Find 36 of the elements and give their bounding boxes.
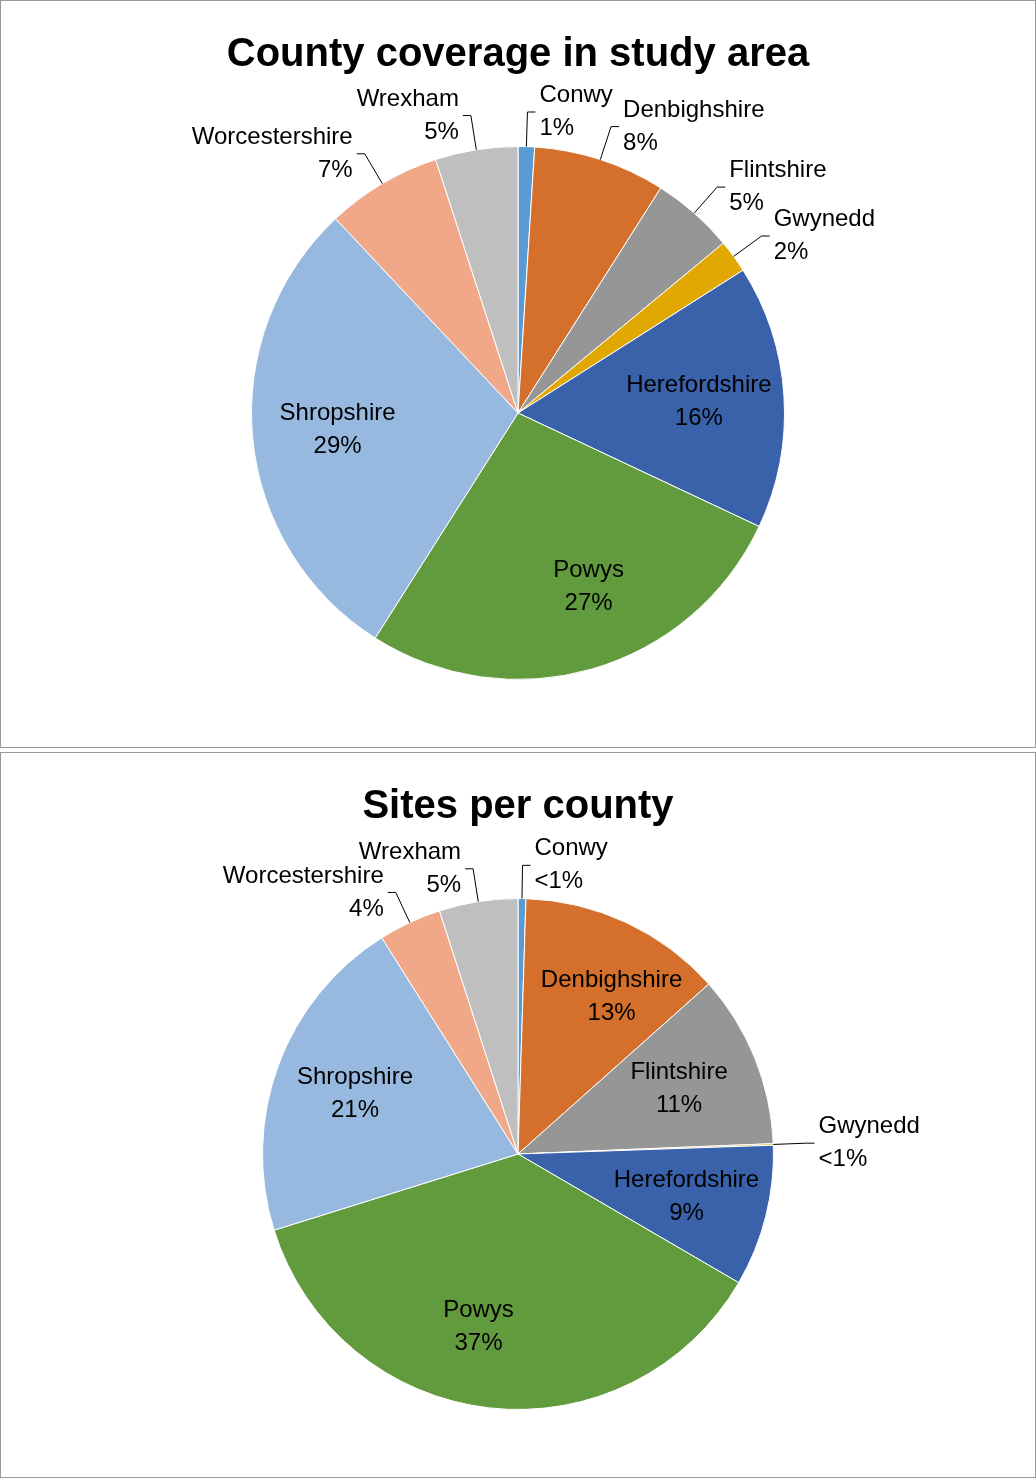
slice-label: Denbighshire (540, 964, 683, 992)
slice-label: Worcestershire (191, 121, 353, 149)
data-label: 27% (564, 588, 613, 616)
data-label: 4% (349, 893, 384, 921)
data-label: 5% (729, 188, 764, 216)
data-label: 8% (623, 127, 658, 155)
data-label: 9% (669, 1197, 704, 1225)
data-label: 7% (318, 154, 353, 182)
slice-label: Shropshire (279, 398, 396, 426)
data-label: 11% (655, 1090, 703, 1118)
data-label: 16% (674, 402, 723, 430)
data-label: 1% (539, 113, 575, 141)
data-label: 5% (426, 869, 462, 897)
data-label: 21% (330, 1095, 379, 1123)
chart-title: Sites per county (362, 782, 675, 827)
data-label: <1% (534, 866, 584, 894)
slice-label: Wrexham (356, 83, 459, 111)
slice-label: Gwynedd (773, 204, 876, 232)
data-label: <1% (818, 1144, 868, 1172)
data-label: 5% (424, 116, 459, 144)
chart-title: County coverage in study area (226, 30, 810, 75)
slice-label: Denbighshire (623, 94, 765, 122)
data-label: 37% (454, 1327, 503, 1355)
slice-label: Powys (553, 555, 624, 583)
slice-label: Shropshire (296, 1062, 413, 1090)
data-label: 2% (773, 237, 809, 265)
slice-label: Flintshire (630, 1057, 728, 1085)
slice-label: Powys (443, 1294, 514, 1322)
slice-label: Flintshire (729, 155, 827, 183)
data-label: 13% (587, 997, 636, 1025)
slice-label: Herefordshire (613, 1164, 760, 1192)
slice-label: Gwynedd (818, 1111, 920, 1139)
slice-label: Herefordshire (626, 369, 772, 397)
slice-label: Conwy (539, 80, 613, 108)
slice-label: Conwy (534, 833, 608, 861)
data-label: 29% (313, 431, 362, 459)
